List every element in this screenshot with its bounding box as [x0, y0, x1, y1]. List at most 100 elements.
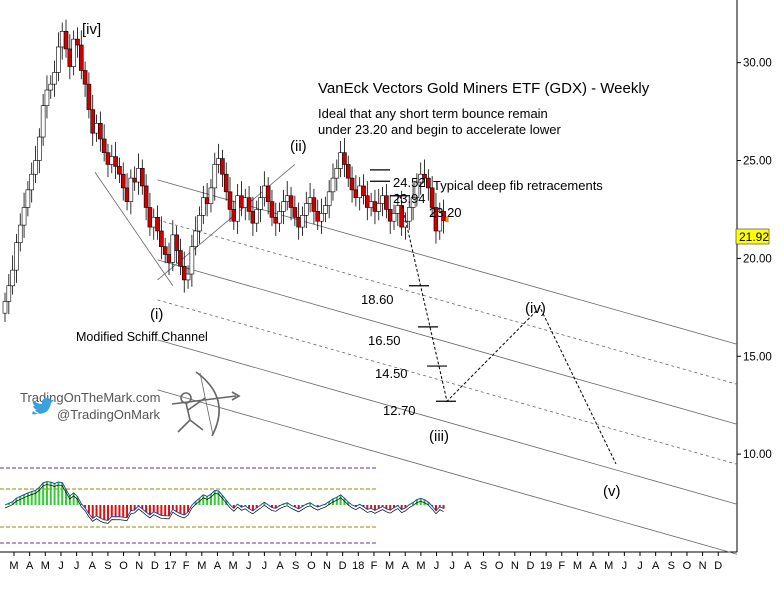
x-tick-label: S — [480, 560, 487, 572]
candle-body — [151, 216, 157, 228]
candle-body — [17, 224, 23, 244]
current-price-marker — [445, 216, 449, 223]
x-tick-label: J — [74, 560, 80, 572]
candle-body — [44, 89, 50, 107]
candle-body — [338, 152, 343, 169]
candle-body — [33, 160, 38, 175]
candle-body — [265, 185, 271, 202]
candle-body — [2, 301, 8, 314]
candle-body — [284, 195, 290, 202]
x-tick-label: M — [573, 560, 582, 572]
x-tick-label: A — [464, 560, 472, 572]
candle-body — [94, 123, 99, 134]
x-tick-label: 18 — [352, 560, 364, 572]
channel-line — [157, 219, 738, 385]
candle-body — [323, 205, 328, 214]
y-tick-label: 25.00 — [743, 156, 772, 168]
candle-body — [136, 168, 141, 183]
candle-body — [334, 168, 340, 179]
candle-body — [300, 215, 305, 228]
candle-body — [410, 197, 416, 208]
candle-body — [59, 31, 65, 48]
candle-body — [143, 185, 149, 208]
candle-body — [25, 189, 31, 208]
x-tick-label: F — [183, 560, 190, 572]
candle-body — [368, 201, 374, 208]
x-tick-label: A — [89, 560, 97, 572]
candle-body — [208, 187, 214, 204]
candle-body — [75, 38, 80, 46]
candle-body — [67, 48, 73, 67]
candle-body — [307, 197, 313, 204]
x-tick-label: M — [229, 560, 238, 572]
candle-body — [296, 216, 301, 228]
candle-body — [29, 173, 34, 191]
wave-label-iii: (iii) — [429, 428, 449, 445]
candle-body — [63, 31, 69, 50]
wave-label-major-iv: [iv] — [82, 21, 101, 38]
chart-subtitle-line-1: Ideal that any short term bounce remain — [318, 106, 548, 121]
channel-line — [157, 179, 738, 345]
candle-body — [52, 72, 57, 85]
candle-body — [90, 109, 96, 134]
x-tick-label: D — [714, 560, 722, 572]
x-tick-label: J — [58, 560, 64, 572]
channel-label: Modified Schiff Channel — [76, 330, 208, 344]
candle-body — [345, 164, 351, 179]
candle-body — [155, 216, 160, 232]
candle-body — [357, 185, 362, 199]
candle-body — [86, 83, 92, 110]
candle-body — [181, 265, 187, 281]
candle-body — [281, 201, 286, 212]
twitter-bird-icon — [32, 397, 54, 415]
candle-body — [220, 158, 225, 175]
candle-body — [254, 209, 260, 224]
x-tick-label: M — [416, 560, 425, 572]
candle-body — [387, 209, 393, 222]
candle-body — [117, 166, 122, 175]
candle-body — [37, 136, 42, 161]
candle-body — [384, 195, 389, 210]
x-tick-label: A — [276, 560, 284, 572]
candle-body — [78, 44, 84, 71]
candle-body — [319, 213, 324, 222]
candle-body — [6, 285, 12, 302]
x-tick-label: F — [558, 560, 565, 572]
candle-body — [124, 187, 130, 202]
candle-body — [159, 230, 164, 247]
y-tick-label: 10.00 — [743, 449, 772, 461]
x-tick-label: N — [511, 560, 519, 572]
level-label-16.50: 16.50 — [368, 333, 401, 348]
candle-body — [174, 234, 179, 251]
candle-body — [14, 242, 19, 271]
candle-body — [120, 173, 126, 189]
x-tick-label: O — [495, 560, 504, 572]
candle-body — [128, 177, 134, 202]
x-tick-label: D — [151, 560, 159, 572]
candle-body — [246, 197, 252, 212]
candle-body — [353, 189, 359, 199]
x-tick-label: A — [589, 560, 597, 572]
candle-body — [231, 209, 237, 222]
candle-body — [349, 177, 355, 191]
x-tick-label: N — [135, 560, 143, 572]
candle-body — [441, 211, 446, 222]
channel-line — [157, 259, 738, 425]
candle-body — [178, 250, 183, 267]
candle-body — [98, 123, 103, 140]
x-tick-label: D — [339, 560, 347, 572]
x-tick-label: 17 — [164, 560, 176, 572]
candle-body — [414, 181, 420, 199]
x-tick-label: J — [637, 560, 643, 572]
candle-body — [376, 203, 382, 212]
candle-body — [82, 70, 88, 85]
x-tick-label: S — [104, 560, 111, 572]
candle-body — [311, 197, 317, 212]
wave-label-iv: (iv) — [525, 300, 546, 317]
candle-body — [273, 216, 279, 224]
candle-body — [372, 201, 378, 212]
candle-body — [170, 234, 176, 263]
x-tick-label: O — [683, 560, 692, 572]
candle-body — [258, 197, 263, 210]
